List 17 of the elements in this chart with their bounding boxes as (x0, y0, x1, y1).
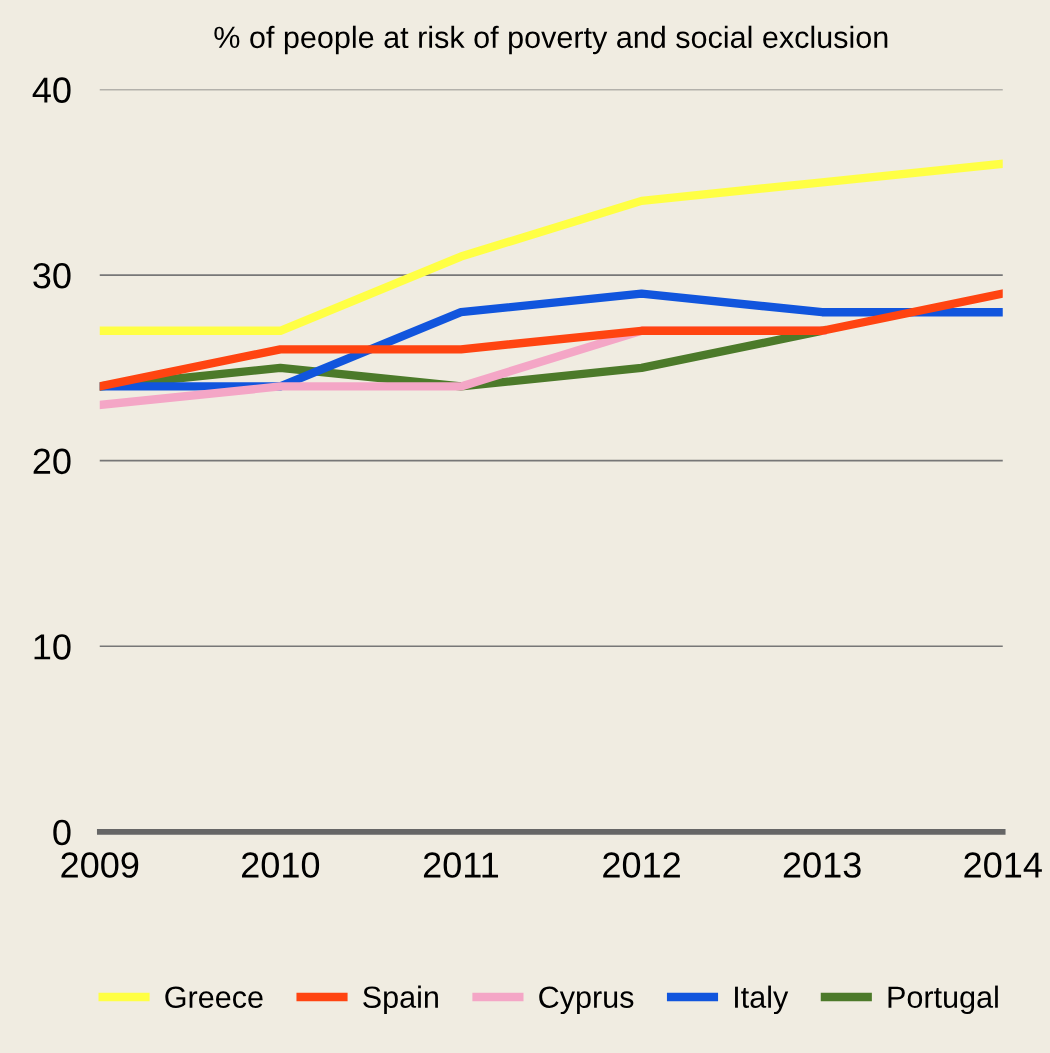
legend-label: Spain (363, 985, 438, 1015)
y-tick-label: 0 (53, 819, 71, 846)
x-tick-label: 2009 (61, 852, 139, 878)
y-tick-label: 10 (34, 634, 71, 660)
legend-label: Italy (735, 985, 789, 1015)
x-tick-label: 2014 (964, 852, 1042, 878)
x-tick-label: 2011 (423, 852, 499, 878)
y-tick-label: 30 (33, 262, 71, 289)
x-tick-label: 2010 (242, 852, 320, 878)
x-tick-label: 2012 (603, 852, 680, 878)
chart-title: % of people at risk of poverty and social exclusion (214, 25, 888, 55)
legend-label: Greece (165, 986, 263, 1009)
y-tick-label: 40 (32, 77, 71, 103)
y-tick-label: 20 (33, 448, 71, 475)
legend-label: Cyprus (539, 986, 634, 1015)
legend-label: Portugal (888, 985, 998, 1015)
x-tick-label: 2013 (783, 852, 861, 878)
